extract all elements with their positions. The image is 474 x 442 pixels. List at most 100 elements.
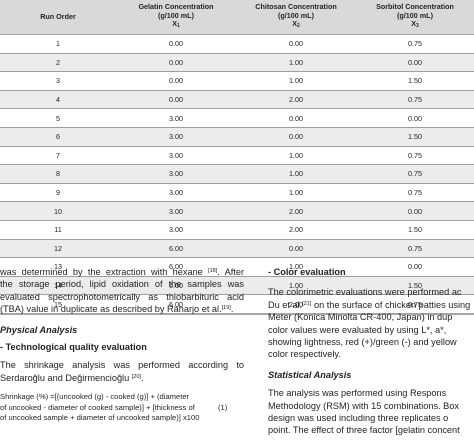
citation-ref: [21] (302, 300, 312, 307)
shrinkage-formula-line: of uncooked - diameter of cooked sample)… (0, 402, 228, 412)
concentration-cell: 0.00 (356, 108, 474, 128)
run-order-cell: 15 (0, 294, 116, 315)
column-header-line: Run Order (40, 11, 76, 21)
concentration-cell: 2.00 (236, 90, 356, 110)
concentration-cell: 1.50 (356, 220, 474, 240)
table-header-row: Run Order Gelatin Concentration (g/100 mL)… (0, 0, 474, 35)
column-header: Chitosan Concentration (g/100 mL) X2 (236, 0, 356, 35)
paragraph-line: color respectively. (268, 349, 341, 360)
concentration-cell: 6.00 (116, 294, 236, 315)
column-header-unit: (g/100 mL) (158, 10, 194, 20)
concentration-cell: 0.00 (236, 108, 356, 128)
table-row: 14 6.00 1.00 1.50 (0, 276, 474, 296)
concentration-cell: 6.00 (116, 276, 236, 296)
run-order-cell: 12 (0, 239, 116, 259)
concentration-cell: 2.00 (236, 220, 356, 240)
concentration-cell: 0.75 (356, 34, 474, 54)
concentration-cell: 1.00 (236, 183, 356, 203)
table-row: 9 3.00 1.00 0.75 (0, 183, 474, 203)
equation-number: (1) (218, 402, 228, 412)
paragraph-line: Methodology (RSM) with 15 combinations. … (268, 400, 459, 411)
run-order-cell: 2 (0, 53, 116, 73)
concentration-cell: 0.00 (116, 90, 236, 110)
table-row: 15 6.00 2.00 0.75 (0, 294, 474, 315)
subheading-technological-quality: - Technological quality evaluation (0, 342, 147, 353)
concentration-cell: 3.00 (116, 220, 236, 240)
table-row: 1 0.00 0.00 0.75 (0, 34, 474, 54)
subheading-color-evaluation: - Color evaluation (268, 267, 346, 277)
run-order-cell: 8 (0, 164, 116, 184)
concentration-cell: 0.00 (116, 53, 236, 73)
table-row: 13 6.00 1.00 0.00 (0, 257, 474, 277)
table-row: 12 6.00 0.00 0.75 (0, 239, 474, 259)
citation-ref: [20] (131, 373, 141, 380)
paragraph-line: color values were evaluated by using L*,… (268, 324, 447, 335)
concentration-cell: 1.50 (356, 276, 474, 296)
paragraph-line: evaluated spectrophotometrically as thio… (0, 291, 244, 302)
concentration-cell: 0.75 (356, 294, 474, 315)
table-row: 2 0.00 1.00 0.00 (0, 53, 474, 73)
paragraph-line: showing lightness, red (+)/green (-) and… (268, 337, 457, 348)
table-row: 4 0.00 2.00 0.75 (0, 90, 474, 110)
concentration-cell: 0.00 (116, 34, 236, 54)
column-header: Gelatin Concentration (g/100 mL) X1 (116, 0, 236, 35)
concentration-cell: 1.00 (236, 53, 356, 73)
paragraph-line: Meter (Konica Minolta CR-400, Japan) in … (268, 312, 453, 323)
concentration-cell: 3.00 (116, 146, 236, 166)
shrinkage-formula-line: Shrinkage (%) =[(uncooked (g) - cooked (… (0, 392, 190, 402)
concentration-cell: 6.00 (116, 239, 236, 259)
right-column-text: - Color evaluation The colorimetric eval… (268, 266, 474, 437)
table-row: 11 3.00 2.00 1.50 (0, 220, 474, 240)
concentration-cell: 1.00 (236, 276, 356, 296)
paragraph-line: design was used including three replicat… (268, 413, 449, 424)
concentration-cell: 0.75 (356, 183, 474, 203)
concentration-cell: 2.00 (236, 201, 356, 221)
concentration-cell: 2.00 (236, 294, 356, 315)
paragraph-line: Du et al.[21] on the surface of chicken … (268, 299, 471, 310)
table-row: 6 3.00 0.00 1.50 (0, 127, 474, 147)
concentration-cell: 0.00 (236, 239, 356, 259)
concentration-cell: 3.00 (116, 127, 236, 147)
paragraph-line: the storage period, lipid oxidation of t… (0, 279, 244, 290)
paragraph-line: (TBA) value in duplicate as described by… (0, 304, 234, 315)
citation-ref: [18] (208, 268, 218, 274)
paragraph-line: The analysis was performed using Respons (268, 388, 447, 399)
column-header-variable: X2 (292, 19, 300, 30)
concentration-cell: 3.00 (116, 183, 236, 203)
concentration-cell: 0.75 (356, 146, 474, 166)
concentration-cell: 0.75 (356, 239, 474, 259)
concentration-cell: 0.00 (356, 201, 474, 221)
run-order-cell: 1 (0, 34, 116, 54)
left-column-text: was determined by the extraction with he… (0, 266, 244, 424)
concentration-cell: 0.00 (236, 34, 356, 54)
run-order-cell: 4 (0, 90, 116, 110)
concentration-cell: 0.00 (116, 71, 236, 91)
concentration-cell: 1.00 (236, 146, 356, 166)
run-order-cell: 13 (0, 257, 116, 277)
run-order-cell: 14 (0, 276, 116, 296)
column-header-line: Chitosan Concentration (255, 2, 337, 12)
column-header-variable: X1 (172, 19, 180, 30)
column-header-line: Gelatin Concentration (138, 2, 214, 12)
run-order-cell: 6 (0, 127, 116, 147)
concentration-cell: 1.50 (356, 71, 474, 91)
concentration-cell: 1.50 (356, 127, 474, 147)
column-header-unit: (g/100 mL) (397, 10, 433, 20)
citation-ref: [19] (221, 305, 231, 312)
run-order-cell: 10 (0, 201, 116, 221)
table-row: 10 3.00 2.00 0.00 (0, 201, 474, 221)
table-row: 7 3.00 1.00 0.75 (0, 146, 474, 166)
concentration-cell: 0.00 (236, 127, 356, 147)
shrinkage-formula-line: of uncooked sample + diameter of uncooke… (0, 413, 200, 423)
table-row: 5 3.00 0.00 0.00 (0, 108, 474, 128)
column-header: Run Order (0, 0, 116, 35)
concentration-cell: 0.75 (356, 90, 474, 110)
table-row: 8 3.00 1.00 0.75 (0, 164, 474, 184)
column-header-unit: (g/100 mL) (278, 10, 314, 20)
run-order-cell: 11 (0, 220, 116, 240)
column-header: Sorbitol Concentration (g/100 mL) X3 (356, 0, 474, 35)
run-order-cell: 9 (0, 183, 116, 203)
paragraph-line: point. The effect of three factor [gelat… (268, 425, 460, 436)
concentration-cell: 3.00 (116, 108, 236, 128)
concentration-cell: 0.00 (356, 257, 474, 277)
